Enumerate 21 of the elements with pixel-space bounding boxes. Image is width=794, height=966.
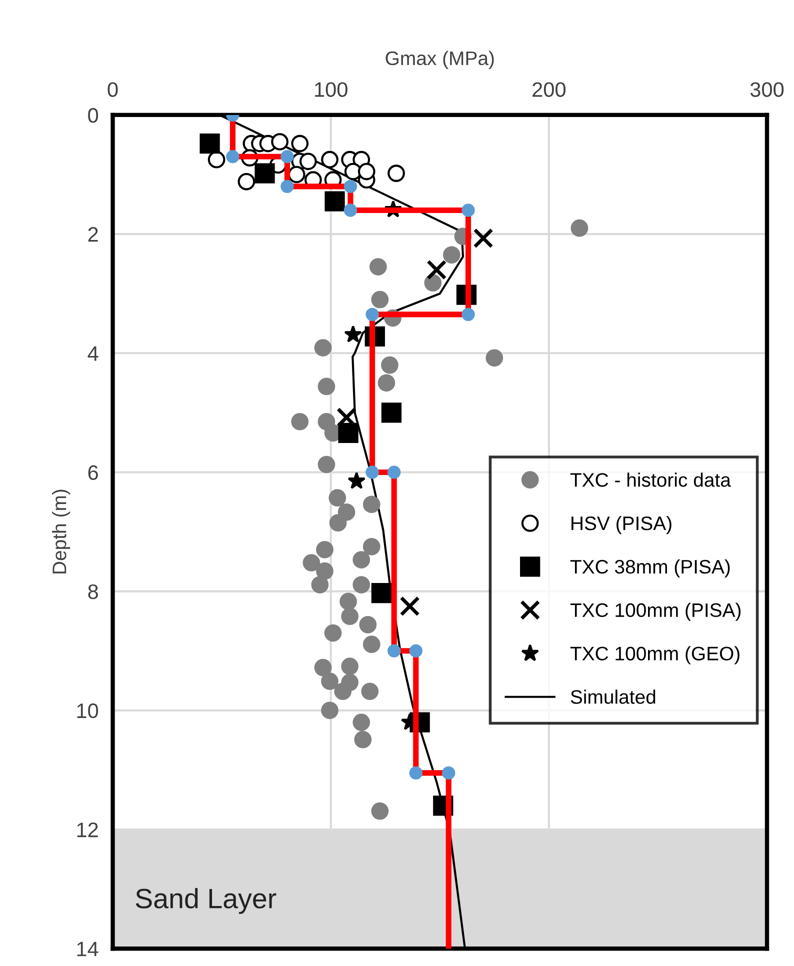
y-axis-title: Depth (m) bbox=[52, 490, 70, 574]
y-tick-label: 12 bbox=[77, 822, 98, 838]
legend-label: HSV (PISA) bbox=[572, 516, 672, 534]
x-tick-label: 300 bbox=[750, 82, 784, 97]
x-tick-label: 100 bbox=[315, 82, 348, 97]
band-label: Sand Layer bbox=[136, 888, 276, 914]
legend-label: TXC 38mm (PISA) bbox=[570, 559, 730, 578]
legend-label: TXC - historic data bbox=[570, 472, 731, 487]
x-axis-title: Gmax (MPa) bbox=[386, 50, 494, 70]
y-tick-label: 2 bbox=[88, 227, 98, 242]
y-tick-label: 6 bbox=[88, 465, 98, 480]
y-tick-label: 14 bbox=[77, 942, 98, 956]
y-tick-label: 10 bbox=[77, 703, 98, 718]
y-tick-label: 0 bbox=[88, 108, 98, 123]
y-tick-label: 4 bbox=[88, 346, 98, 361]
y-tick-label: 8 bbox=[88, 584, 98, 600]
legend-label: TXC 100mm (GEO) bbox=[570, 646, 740, 664]
x-tick-label: 200 bbox=[532, 82, 566, 97]
x-tick-label: 0 bbox=[108, 82, 118, 97]
legend-label: Simulated bbox=[570, 690, 656, 704]
legend-label: TXC 100mm (PISA) bbox=[570, 602, 741, 621]
